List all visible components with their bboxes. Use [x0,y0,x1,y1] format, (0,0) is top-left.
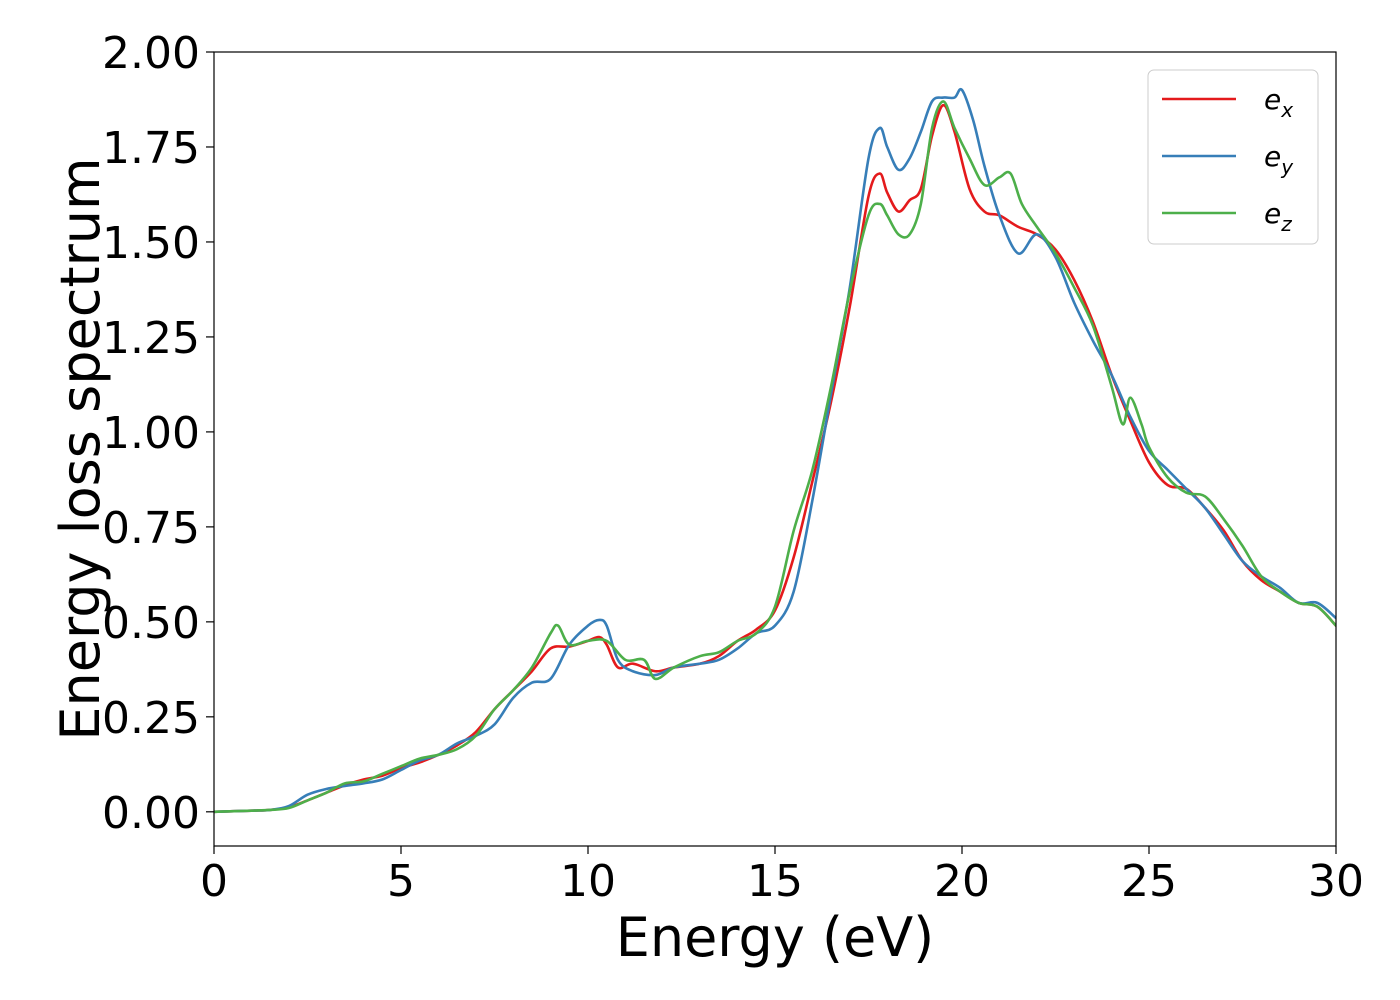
x-tick-label: 20 [934,856,990,907]
x-tick-label: 15 [747,856,803,907]
y-axis: 0.00 0.25 0.50 0.75 1.00 1.25 1.50 1.75 2.00 [102,28,214,839]
y-tick-label: 1.25 [102,313,200,364]
legend-label-subscript: y [1280,155,1294,179]
x-tick-label: 30 [1308,856,1364,907]
y-tick-label: 0.75 [102,503,200,554]
legend-label-subscript: z [1280,212,1292,236]
x-axis: 0 5 10 15 20 25 30 [200,846,1364,907]
legend-label-subscript: x [1280,98,1293,122]
y-axis-title: Energy loss spectrum [49,157,112,740]
y-tick-label: 0.00 [102,788,200,839]
y-tick-label: 1.50 [102,218,200,269]
x-tick-label: 25 [1121,856,1177,907]
y-tick-label: 2.00 [102,28,200,79]
y-tick-label: 0.50 [102,598,200,649]
legend-label-base: e [1264,83,1281,116]
y-tick-label: 0.25 [102,693,200,744]
series-line-z [214,100,1336,814]
legend-label-z: ez [1264,197,1292,236]
y-tick-label: 1.75 [102,123,200,174]
y-tick-label: 1.00 [102,408,200,459]
x-tick-label: 10 [560,856,616,907]
x-tick-label: 5 [387,856,415,907]
legend-label-base: e [1264,140,1281,173]
legend-label-x: ex [1264,83,1293,122]
series-layer [214,87,1336,814]
x-tick-label: 0 [200,856,228,907]
x-axis-title: Energy (eV) [616,906,935,969]
legend-label-base: e [1264,197,1281,230]
legend-label-y: ey [1264,140,1294,179]
